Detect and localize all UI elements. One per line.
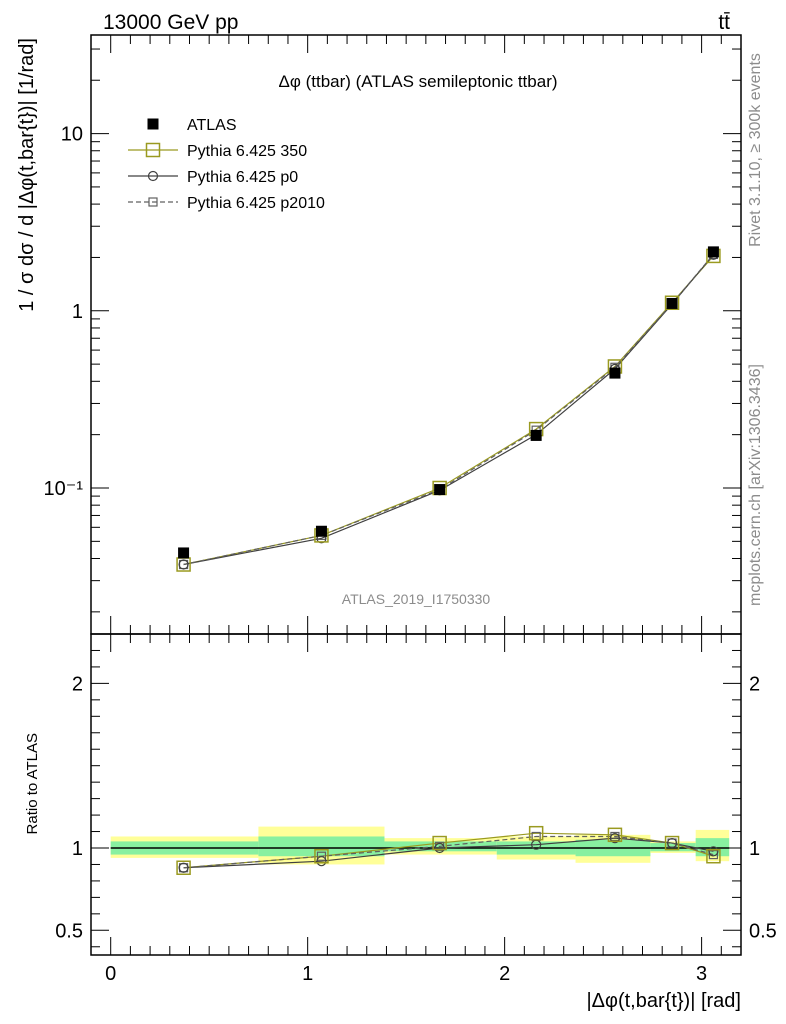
side-label-bottom: mcplots.cern.ch [arXiv:1306.3436] (747, 364, 764, 606)
ratio-ytick-label-right: 1 (749, 838, 760, 860)
main-series-line-3 (183, 254, 714, 566)
main-point-s0-1 (315, 525, 327, 537)
ratio-point-s1-4 (609, 833, 621, 844)
legend-label-0: ATLAS (187, 117, 237, 134)
side-label-top: Rivet 3.1.10, ≥ 300k events (747, 53, 764, 247)
legend-marker-0 (147, 118, 159, 130)
ratio-ytick-label-right: 0.5 (749, 920, 777, 942)
main-ytick-label: 10⁻¹ (44, 478, 84, 500)
legend-label-1: Pythia 6.425 350 (187, 143, 307, 160)
ratio-xtick-label: 3 (696, 963, 707, 985)
main-point-s0-2 (434, 484, 446, 496)
main-ytick-label: 10 (61, 124, 83, 146)
main-y-axis-label: 1 / σ dσ / d |Δφ(t,bar{t})| [1/rad] (16, 38, 38, 312)
main-series-line-2 (183, 254, 714, 566)
ratio-ytick-label-right: 2 (749, 673, 760, 695)
main-point-s0-4 (609, 367, 621, 379)
ratio-ytick-label-left: 0.5 (55, 920, 83, 942)
ratio-panel: 0 1 2 3 0.5 0.5 1 1 2 2 Ratio to ATLAS |Δφ(t,bar{t}… (24, 633, 777, 1012)
ratio-ytick-label-left: 1 (72, 838, 83, 860)
ratio-band-green-1 (258, 836, 385, 857)
header-right: tt̄ (718, 11, 730, 34)
main-point-s0-3 (530, 429, 542, 441)
legend-marker-2 (147, 170, 159, 182)
ratio-xtick-label: 2 (499, 963, 510, 985)
ratio-point-s1-2 (434, 842, 445, 854)
main-series-line-1 (183, 255, 714, 566)
main-point-s0-6 (707, 246, 719, 258)
legend-marker-3 (148, 197, 158, 207)
ratio-point-s0-0 (176, 860, 191, 876)
ratio-frame (90, 633, 742, 956)
x-axis-label: |Δφ(t,bar{t})| [rad] (586, 990, 741, 1012)
ratio-ytick-label-left: 2 (72, 673, 83, 695)
ratio-y-axis-label: Ratio to ATLAS (24, 733, 41, 834)
ratio-point-s1-6 (708, 846, 719, 857)
main-point-s2-0 (178, 559, 189, 570)
main-ytick-label: 1 (72, 301, 83, 323)
header-left: 13000 GeV pp (103, 11, 238, 34)
main-point-s0-5 (666, 297, 678, 309)
chart-title: Δφ (ttbar) (ATLAS semileptonic ttbar) (278, 72, 557, 91)
ratio-point-s0-1 (314, 848, 329, 864)
ratio-point-s0-2 (432, 835, 447, 851)
legend-label-2: Pythia 6.425 p0 (187, 169, 298, 186)
ratio-point-s1-5 (666, 837, 678, 849)
ratio-xtick-label: 1 (302, 963, 313, 985)
ratio-point-s0-4 (607, 827, 623, 843)
main-panel: 10⁻¹ 1 10 1 / σ dσ / d |Δφ(t,bar{t})| [1/ra… (16, 34, 742, 635)
main-point-s1-5 (664, 295, 680, 311)
ratio-point-s0-3 (528, 825, 544, 841)
ratio-point-s0-5 (664, 835, 680, 851)
watermark: ATLAS_2019_I1750330 (342, 591, 491, 607)
ratio-xtick-label: 0 (105, 963, 116, 985)
ratio-point-s2-6 (708, 849, 719, 860)
ratio-point-s2-1 (316, 851, 327, 861)
ratio-point-s1-0 (178, 862, 189, 873)
ratio-point-s0-6 (706, 848, 721, 864)
ratio-point-s1-1 (316, 856, 327, 867)
legend-marker-1 (145, 142, 161, 158)
main-point-s0-0 (178, 547, 190, 559)
legend-label-3: Pythia 6.425 p2010 (187, 195, 325, 212)
